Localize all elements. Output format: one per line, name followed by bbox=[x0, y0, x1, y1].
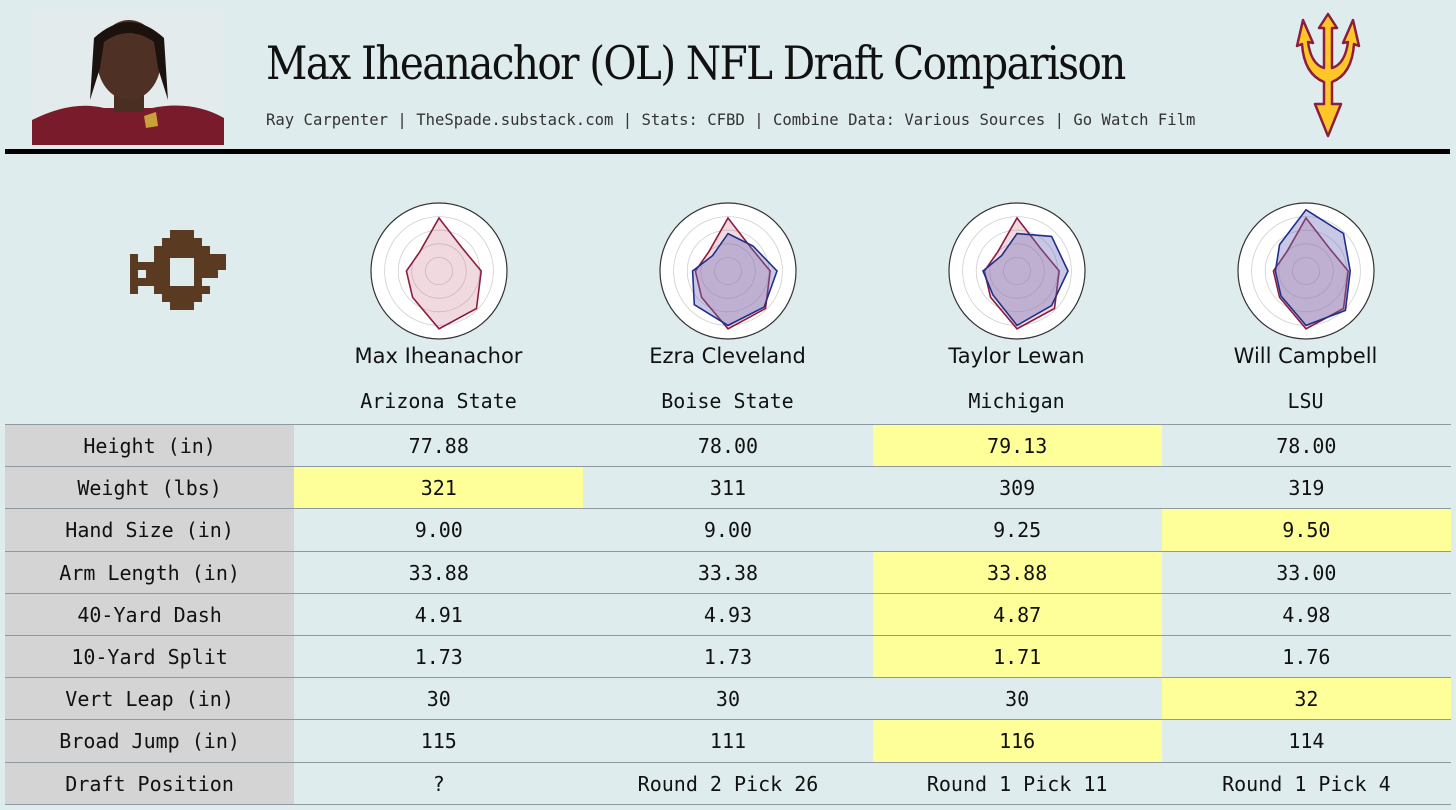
table-cell: 321 bbox=[294, 466, 584, 510]
page-subtitle: Ray Carpenter | TheSpade.substack.com | … bbox=[266, 111, 1196, 129]
asu-pitchfork-logo bbox=[1293, 12, 1363, 138]
row-label: 40-Yard Dash bbox=[5, 592, 295, 636]
player-name: Will Campbell bbox=[1233, 344, 1378, 368]
table-cell: 116 bbox=[872, 719, 1162, 763]
table-cell: 79.13 bbox=[872, 423, 1162, 468]
page-title: Max Iheanachor (OL) NFL Draft Comparison bbox=[266, 36, 1126, 90]
radar-gridline bbox=[714, 257, 743, 286]
table-row: 40-Yard Dash 4.91 4.93 4.87 4.98 bbox=[5, 592, 1451, 636]
table-cell: 33.00 bbox=[1161, 550, 1451, 594]
table-cell: 33.38 bbox=[583, 550, 873, 594]
table-cell: 32 bbox=[1161, 677, 1451, 721]
table-cell: 4.98 bbox=[1161, 592, 1451, 636]
row-label: Broad Jump (in) bbox=[5, 719, 295, 763]
radar-gridline bbox=[1292, 257, 1321, 286]
radar-gridline bbox=[989, 243, 1045, 299]
table-cell: 4.93 bbox=[583, 592, 873, 636]
radar-frame bbox=[1237, 202, 1375, 340]
table-cell: 1.76 bbox=[1161, 634, 1451, 679]
table-cell: 309 bbox=[872, 466, 1162, 510]
table-cell: 78.00 bbox=[583, 423, 873, 468]
player-name: Ezra Cleveland bbox=[649, 344, 806, 368]
table-cell: Round 1 Pick 4 bbox=[1161, 761, 1451, 805]
radar-series-comparison bbox=[1274, 208, 1352, 327]
stats-comparison-table: Height (in) 77.88 78.00 79.13 78.00 Weig… bbox=[5, 423, 1451, 805]
row-label: Weight (lbs) bbox=[5, 466, 295, 510]
radar-series-comparison bbox=[691, 232, 778, 327]
table-row: Arm Length (in) 33.88 33.38 33.88 33.00 bbox=[5, 550, 1451, 594]
table-cell: 114 bbox=[1161, 719, 1451, 763]
radar-gridline bbox=[1264, 229, 1348, 313]
radar-gridline bbox=[1003, 257, 1032, 286]
table-row: Vert Leap (in) 30 30 30 32 bbox=[5, 677, 1451, 721]
row-label: Draft Position bbox=[5, 761, 295, 805]
table-cell: 1.71 bbox=[872, 634, 1162, 679]
the-spade-logo bbox=[130, 230, 228, 310]
table-cell: 77.88 bbox=[294, 423, 584, 468]
header-divider bbox=[5, 149, 1450, 154]
radar-gridline bbox=[397, 229, 481, 313]
radar-gridline bbox=[384, 216, 494, 326]
player-photo bbox=[32, 8, 224, 145]
table-cell: 9.50 bbox=[1161, 508, 1451, 552]
table-cell: ? bbox=[294, 761, 584, 805]
table-row: Draft Position ? Round 2 Pick 26 Round 1… bbox=[5, 761, 1451, 805]
table-cell: 9.00 bbox=[294, 508, 584, 552]
table-row: Height (in) 77.88 78.00 79.13 78.00 bbox=[5, 423, 1451, 468]
table-cell: 319 bbox=[1161, 466, 1451, 510]
player-name: Taylor Lewan bbox=[948, 344, 1085, 368]
radar-chart-taylor-lewan bbox=[948, 202, 1086, 340]
table-cell: 1.73 bbox=[294, 634, 584, 679]
player-school: Arizona State bbox=[360, 389, 517, 413]
table-cell: 111 bbox=[583, 719, 873, 763]
radar-series-target bbox=[405, 216, 483, 330]
radar-chart-max-iheanachor bbox=[370, 202, 508, 340]
radar-series-target bbox=[1272, 216, 1350, 330]
table-cell: 30 bbox=[872, 677, 1162, 721]
radar-gridline bbox=[425, 257, 454, 286]
table-row: Hand Size (in) 9.00 9.00 9.25 9.50 bbox=[5, 508, 1451, 552]
table-cell: 9.00 bbox=[583, 508, 873, 552]
table-cell: 33.88 bbox=[872, 550, 1162, 594]
table-cell: Round 2 Pick 26 bbox=[583, 761, 873, 805]
row-label: 10-Yard Split bbox=[5, 634, 295, 679]
player-name: Max Iheanachor bbox=[354, 344, 523, 368]
radar-gridline bbox=[700, 243, 756, 299]
row-label: Height (in) bbox=[5, 423, 295, 468]
row-label: Arm Length (in) bbox=[5, 550, 295, 594]
table-cell: 4.91 bbox=[294, 592, 584, 636]
table-cell: 4.87 bbox=[872, 592, 1162, 636]
header: Max Iheanachor (OL) NFL Draft Comparison… bbox=[0, 0, 1456, 156]
table-row: Broad Jump (in) 115 111 116 114 bbox=[5, 719, 1451, 763]
radar-series-target bbox=[983, 216, 1061, 330]
table-cell: 33.88 bbox=[294, 550, 584, 594]
table-row: 10-Yard Split 1.73 1.73 1.71 1.76 bbox=[5, 634, 1451, 679]
table-cell: 30 bbox=[583, 677, 873, 721]
radar-chart-will-campbell bbox=[1237, 202, 1375, 340]
table-cell: 1.73 bbox=[583, 634, 873, 679]
table-cell: 78.00 bbox=[1161, 423, 1451, 468]
radar-gridline bbox=[975, 229, 1059, 313]
table-cell: Round 1 Pick 11 bbox=[872, 761, 1162, 805]
row-label: Vert Leap (in) bbox=[5, 677, 295, 721]
player-school: Michigan bbox=[968, 389, 1065, 413]
radar-frame bbox=[370, 202, 508, 340]
table-cell: 9.25 bbox=[872, 508, 1162, 552]
radar-gridline bbox=[1278, 243, 1334, 299]
row-label: Hand Size (in) bbox=[5, 508, 295, 552]
radar-series-target bbox=[694, 216, 772, 330]
radar-gridline bbox=[411, 243, 467, 299]
player-school: LSU bbox=[1287, 389, 1324, 413]
radar-chart-ezra-cleveland bbox=[659, 202, 797, 340]
radar-gridline bbox=[686, 229, 770, 313]
table-cell: 115 bbox=[294, 719, 584, 763]
table-cell: 30 bbox=[294, 677, 584, 721]
player-school: Boise State bbox=[661, 389, 794, 413]
table-row: Weight (lbs) 321 311 309 319 bbox=[5, 466, 1451, 510]
radar-series-comparison bbox=[982, 232, 1069, 327]
table-cell: 311 bbox=[583, 466, 873, 510]
